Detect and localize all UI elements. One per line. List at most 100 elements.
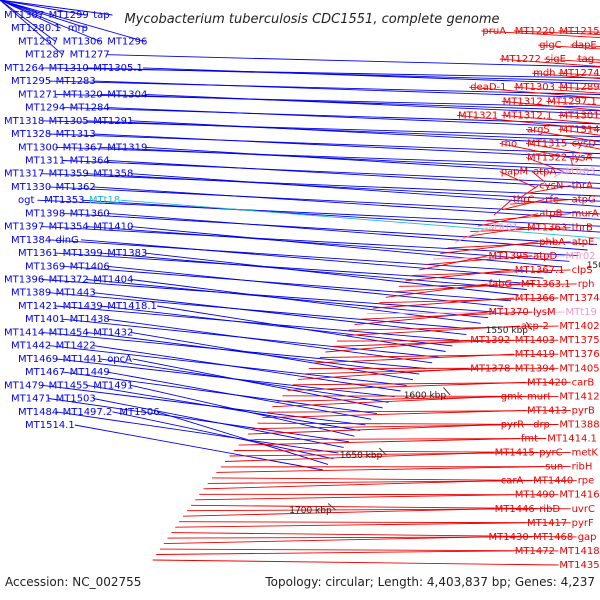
label-connector bbox=[405, 269, 514, 282]
label-connector bbox=[62, 212, 598, 245]
gene-label: MT1455 bbox=[49, 380, 89, 391]
gene-label: dapE bbox=[572, 40, 597, 51]
gene-label: MT1360 bbox=[70, 208, 110, 219]
gene-label: MT1410 bbox=[93, 222, 133, 233]
gene-label: MT1395 bbox=[489, 251, 529, 262]
gene-label: murI bbox=[527, 391, 550, 402]
gene-label: MT1277 bbox=[70, 50, 110, 61]
label-connector-lines bbox=[0, 0, 600, 566]
label-connector bbox=[0, 0, 101, 42]
label-connector bbox=[532, 72, 600, 80]
gene-label: MT1362 bbox=[56, 182, 96, 193]
label-connector bbox=[234, 450, 571, 454]
label-connector bbox=[558, 72, 600, 77]
gene-label: MT1392 bbox=[470, 335, 510, 346]
gene-label: uvrC bbox=[572, 504, 595, 515]
gene-label: rpe bbox=[578, 476, 595, 487]
label-connector bbox=[48, 186, 600, 215]
gene-label: fabG bbox=[489, 279, 513, 290]
gene-label: MT1295 bbox=[11, 76, 51, 87]
gene-label: MT1289 bbox=[559, 82, 599, 93]
gene-label: MT1283 bbox=[56, 76, 96, 87]
gene-label: MT1491 bbox=[93, 380, 133, 391]
gene-label: mdh bbox=[533, 68, 555, 79]
label-connector bbox=[86, 279, 489, 319]
label-connector bbox=[100, 305, 453, 347]
gene-label: ogt bbox=[18, 195, 34, 206]
gene-label: MT1330 bbox=[11, 182, 51, 193]
label-connector bbox=[41, 226, 579, 257]
label-connector bbox=[325, 339, 470, 353]
gene-label: MT1404 bbox=[93, 275, 133, 286]
gene-label: MT1314 bbox=[559, 124, 599, 135]
gene-label: rfe bbox=[545, 195, 559, 206]
label-connector bbox=[518, 185, 539, 200]
gene-label: MT1388 bbox=[559, 420, 599, 431]
label-connector bbox=[107, 160, 600, 189]
gene-label: MT1419 bbox=[515, 349, 555, 360]
gene-label: MT1413 bbox=[527, 405, 567, 416]
label-connector bbox=[86, 67, 600, 82]
tick-label: 1550 kbp bbox=[486, 326, 529, 336]
label-connector bbox=[373, 297, 514, 309]
label-connector bbox=[538, 44, 600, 50]
gene-label: lysM bbox=[533, 307, 556, 318]
gene-label: atpG bbox=[572, 195, 596, 206]
label-connector bbox=[171, 532, 577, 538]
label-connector bbox=[130, 173, 600, 207]
gene-label: MT1449 bbox=[70, 367, 110, 378]
label-connector bbox=[37, 199, 600, 227]
gene-label: MT1301 bbox=[559, 110, 599, 121]
gene-label: MT1358 bbox=[93, 169, 133, 180]
label-connector bbox=[314, 353, 514, 364]
gene-label: mrp bbox=[68, 23, 88, 34]
gene-label: MT1322 bbox=[527, 153, 567, 164]
gene-label: MT1304 bbox=[107, 89, 147, 100]
label-connector bbox=[107, 107, 600, 129]
gene-label: thrB bbox=[572, 223, 593, 234]
gene-label: MT1257 bbox=[18, 37, 58, 48]
label-connector bbox=[100, 146, 600, 172]
gene-label: MT1479 bbox=[4, 380, 44, 391]
gene-label: MT1375 bbox=[559, 335, 599, 346]
label-connector bbox=[62, 160, 600, 184]
gene-label: gap bbox=[578, 532, 597, 543]
accession-text: Accession: NC_002755 bbox=[5, 575, 141, 589]
label-connector bbox=[93, 80, 600, 99]
gene-label: MT1312.1 bbox=[503, 110, 553, 121]
gene-label: glgC bbox=[539, 40, 561, 51]
gene-label: MT1305 bbox=[49, 116, 89, 127]
label-connector bbox=[303, 367, 514, 375]
label-connector bbox=[501, 114, 600, 125]
gene-label: MT1311 bbox=[25, 156, 65, 167]
label-connector bbox=[0, 0, 56, 42]
label-connector bbox=[331, 339, 514, 347]
gene-label: MT1297.1 bbox=[547, 96, 597, 107]
gene-label: rph bbox=[578, 279, 595, 290]
gene-label: MT1514.1 bbox=[25, 420, 75, 431]
map-title: Mycobacterium tuberculosis CDC1551, comp… bbox=[124, 12, 499, 27]
gene-label: MT1418.1 bbox=[107, 301, 157, 312]
label-connector bbox=[525, 142, 593, 156]
gene-label: MT1414 bbox=[4, 327, 44, 338]
label-connector bbox=[419, 255, 488, 271]
label-connector bbox=[558, 114, 600, 119]
gene-label: MT1394 bbox=[515, 363, 555, 374]
gene-label: MT1312 bbox=[503, 96, 543, 107]
label-connector bbox=[0, 0, 113, 16]
label-connector bbox=[130, 279, 481, 324]
label-connector bbox=[319, 353, 559, 358]
label-connector bbox=[93, 133, 600, 159]
label-connector bbox=[558, 128, 600, 136]
gene-label: MT1318 bbox=[4, 116, 44, 127]
label-connector bbox=[130, 384, 355, 437]
gene-label: MT1363.1 bbox=[521, 279, 571, 290]
label-connector bbox=[531, 171, 546, 183]
gene-label: MT1372 bbox=[49, 275, 89, 286]
gene-label: MTt18 bbox=[89, 195, 120, 206]
gene-label: MT1320 bbox=[63, 89, 103, 100]
gene-label: MT1468 bbox=[533, 532, 573, 543]
gene-label: MTt19 bbox=[566, 307, 597, 318]
